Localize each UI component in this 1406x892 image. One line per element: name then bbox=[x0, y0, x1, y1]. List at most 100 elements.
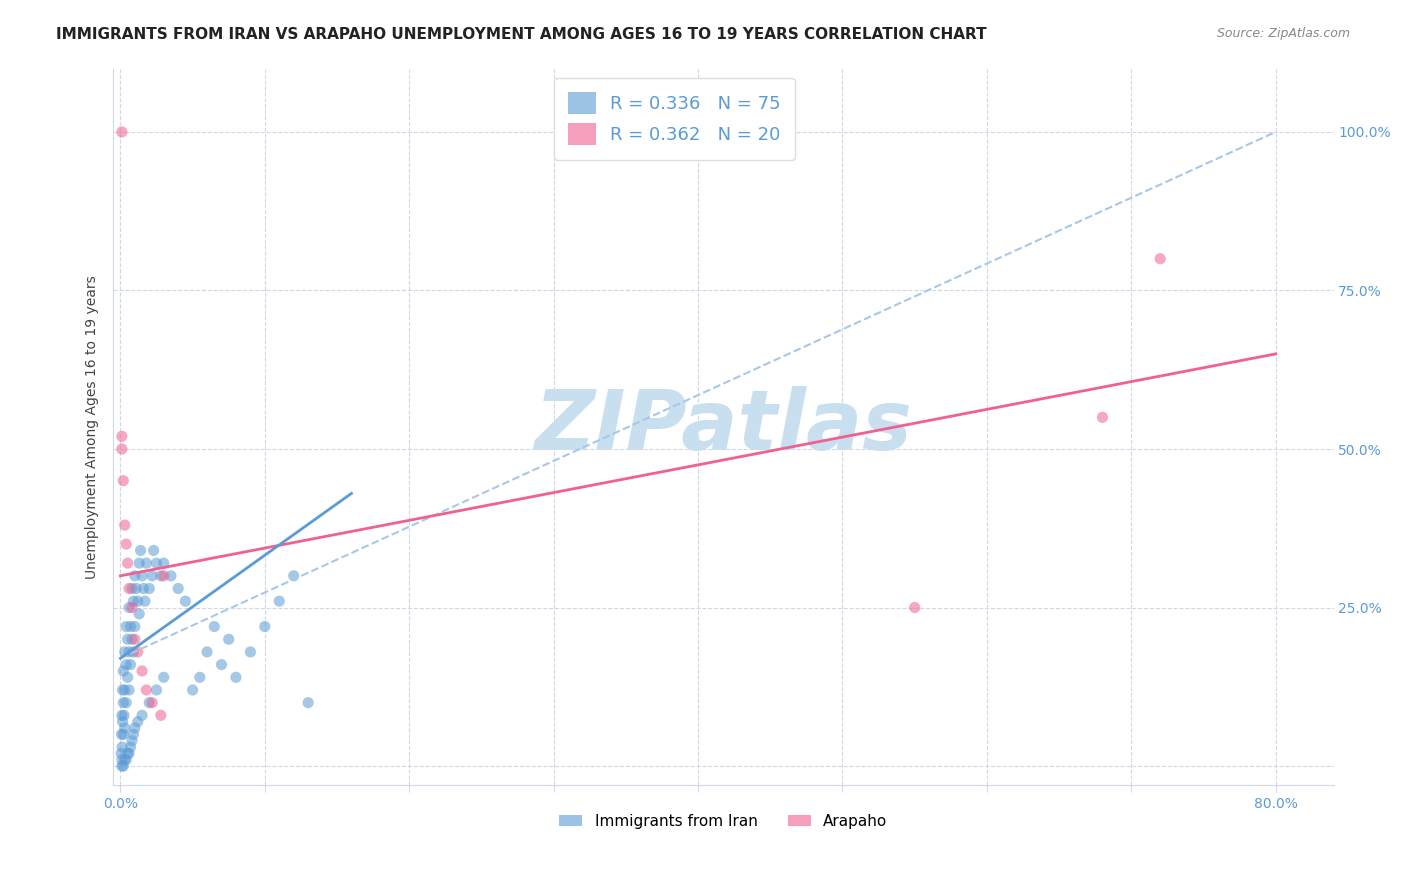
Point bbox=[114, 753, 136, 767]
Point bbox=[115, 753, 138, 767]
Text: Source: ZipAtlas.com: Source: ZipAtlas.com bbox=[1216, 27, 1350, 40]
Point bbox=[138, 696, 160, 710]
Point bbox=[124, 619, 146, 633]
Point bbox=[118, 747, 141, 761]
Point bbox=[904, 600, 927, 615]
Point bbox=[152, 569, 174, 583]
Point bbox=[111, 683, 134, 698]
Point bbox=[118, 582, 141, 596]
Point bbox=[114, 645, 136, 659]
Point bbox=[141, 569, 163, 583]
Point bbox=[115, 537, 138, 551]
Point bbox=[1091, 410, 1114, 425]
Point bbox=[149, 569, 172, 583]
Point bbox=[121, 582, 143, 596]
Point bbox=[111, 759, 134, 773]
Point bbox=[120, 657, 142, 672]
Point bbox=[239, 645, 262, 659]
Point bbox=[122, 727, 145, 741]
Point bbox=[117, 556, 139, 570]
Point bbox=[114, 683, 136, 698]
Point bbox=[112, 474, 135, 488]
Y-axis label: Unemployment Among Ages 16 to 19 years: Unemployment Among Ages 16 to 19 years bbox=[86, 275, 100, 579]
Point bbox=[111, 708, 134, 723]
Point bbox=[131, 708, 153, 723]
Legend: Immigrants from Iran, Arapaho: Immigrants from Iran, Arapaho bbox=[554, 807, 893, 835]
Point bbox=[174, 594, 197, 608]
Point bbox=[117, 632, 139, 647]
Point bbox=[218, 632, 240, 647]
Point bbox=[110, 727, 132, 741]
Point bbox=[112, 664, 135, 678]
Point bbox=[111, 125, 134, 139]
Point bbox=[114, 518, 136, 533]
Point bbox=[121, 632, 143, 647]
Point bbox=[128, 607, 150, 621]
Point bbox=[125, 582, 148, 596]
Point bbox=[269, 594, 291, 608]
Point bbox=[167, 582, 190, 596]
Point bbox=[135, 683, 157, 698]
Point bbox=[127, 714, 149, 729]
Point bbox=[122, 645, 145, 659]
Point bbox=[132, 582, 155, 596]
Point bbox=[145, 683, 167, 698]
Point bbox=[141, 696, 163, 710]
Point bbox=[128, 556, 150, 570]
Point bbox=[1149, 252, 1171, 266]
Point bbox=[120, 619, 142, 633]
Point bbox=[658, 125, 681, 139]
Point bbox=[138, 582, 160, 596]
Point bbox=[110, 747, 132, 761]
Point bbox=[112, 759, 135, 773]
Point bbox=[115, 619, 138, 633]
Point bbox=[152, 556, 174, 570]
Point bbox=[112, 708, 135, 723]
Point bbox=[118, 683, 141, 698]
Point bbox=[195, 645, 218, 659]
Text: ZIPatlas: ZIPatlas bbox=[534, 386, 912, 467]
Point bbox=[127, 645, 149, 659]
Point bbox=[111, 753, 134, 767]
Point bbox=[202, 619, 225, 633]
Point bbox=[111, 429, 134, 443]
Point bbox=[253, 619, 276, 633]
Point bbox=[149, 708, 172, 723]
Point bbox=[115, 657, 138, 672]
Point bbox=[127, 594, 149, 608]
Point bbox=[283, 569, 305, 583]
Point bbox=[131, 569, 153, 583]
Point bbox=[152, 670, 174, 684]
Point bbox=[112, 727, 135, 741]
Point bbox=[115, 696, 138, 710]
Point bbox=[117, 747, 139, 761]
Point bbox=[111, 739, 134, 754]
Point bbox=[160, 569, 183, 583]
Point bbox=[114, 721, 136, 735]
Point bbox=[121, 600, 143, 615]
Point bbox=[124, 721, 146, 735]
Text: IMMIGRANTS FROM IRAN VS ARAPAHO UNEMPLOYMENT AMONG AGES 16 TO 19 YEARS CORRELATI: IMMIGRANTS FROM IRAN VS ARAPAHO UNEMPLOY… bbox=[56, 27, 987, 42]
Point bbox=[225, 670, 247, 684]
Point bbox=[112, 696, 135, 710]
Point bbox=[118, 645, 141, 659]
Point bbox=[111, 714, 134, 729]
Point bbox=[142, 543, 165, 558]
Point bbox=[181, 683, 204, 698]
Point bbox=[122, 594, 145, 608]
Point bbox=[121, 733, 143, 747]
Point bbox=[129, 543, 152, 558]
Point bbox=[211, 657, 233, 672]
Point bbox=[111, 442, 134, 456]
Point bbox=[134, 594, 156, 608]
Point bbox=[124, 569, 146, 583]
Point bbox=[188, 670, 211, 684]
Point bbox=[297, 696, 319, 710]
Point bbox=[118, 600, 141, 615]
Point bbox=[131, 664, 153, 678]
Point bbox=[120, 739, 142, 754]
Point bbox=[117, 670, 139, 684]
Point bbox=[145, 556, 167, 570]
Point bbox=[124, 632, 146, 647]
Point bbox=[135, 556, 157, 570]
